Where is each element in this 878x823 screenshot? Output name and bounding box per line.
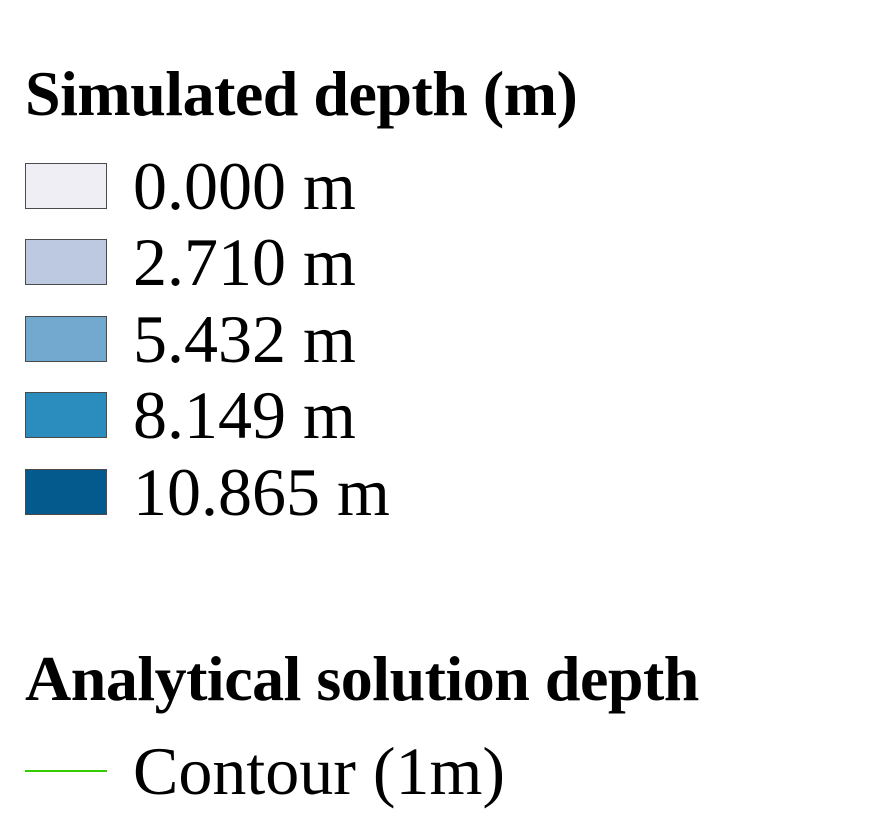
legend-item-contour: Contour (1m) [25,733,506,809]
legend-item-label: 5.432 m [133,301,356,377]
analytical-depth-title: Analytical solution depth [25,643,699,714]
color-swatch [25,239,107,285]
legend-item-depth-1: 2.710 m [25,228,356,296]
legend-item-depth-2: 5.432 m [25,305,356,373]
color-swatch [25,316,107,362]
color-swatch [25,163,107,209]
color-swatch [25,469,107,515]
legend-item-label: 8.149 m [133,377,356,453]
legend-item-label: Contour (1m) [133,733,506,809]
simulated-depth-title: Simulated depth (m) [25,58,578,129]
color-swatch [25,392,107,438]
contour-line-swatch [25,749,107,793]
legend-item-label: 0.000 m [133,148,356,224]
legend-item-depth-3: 8.149 m [25,381,356,449]
legend-item-label: 2.710 m [133,224,356,300]
legend-item-label: 10.865 m [133,454,390,530]
legend-item-depth-4: 10.865 m [25,458,390,526]
legend-item-depth-0: 0.000 m [25,152,356,220]
